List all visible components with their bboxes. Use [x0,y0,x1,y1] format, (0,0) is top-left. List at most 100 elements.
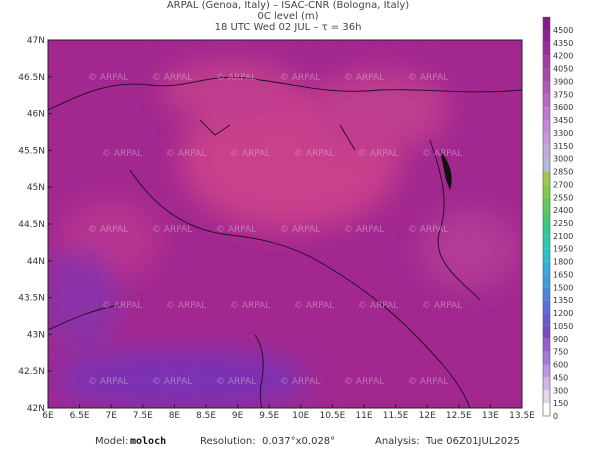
watermark: © ARPAL [102,149,142,159]
colorbar-label: 1950 [553,245,573,254]
lat-label: 44.5N [18,220,45,230]
colorbar-label: 2700 [553,180,573,189]
colorbar-swatch [543,210,550,223]
colorbar-swatch [543,313,550,326]
colorbar-swatch [543,158,550,172]
colorbar-swatch [543,390,550,404]
watermark: © ARPAL [280,377,320,387]
watermark: © ARPAL [422,301,462,311]
watermark: © ARPAL [358,149,398,159]
lat-label: 44N [27,257,45,267]
colorbar-swatch [543,325,550,339]
colorbar-swatch [543,287,550,301]
lat-label: 42.5N [18,367,45,377]
colorbar-label: 2100 [553,232,573,241]
colorbar-label: 1200 [553,309,573,318]
colorbar-swatch [543,377,550,391]
lon-label: 9.5E [259,411,279,421]
colorbar-label: 750 [553,348,568,357]
colorbar-swatch [543,145,550,159]
watermark: © ARPAL [88,73,128,83]
map-field [48,40,522,408]
footer-value: 0.037°x0.028° [262,436,335,447]
watermark: © ARPAL [152,225,192,235]
lat-label: 46.5N [18,73,45,83]
header-line: 0C level (m) [257,11,318,22]
colorbar-label: 300 [553,386,568,395]
colorbar-label: 3600 [553,103,573,112]
colorbar-label: 1050 [553,322,573,331]
colorbar-swatch [543,364,550,378]
watermark: © ARPAL [294,301,334,311]
lon-label: 13E [482,411,499,421]
lat-label: 46N [27,110,45,120]
watermark: © ARPAL [152,73,192,83]
colorbar-label: 2850 [553,168,573,177]
colorbar-label: 600 [553,361,568,370]
colorbar-label: 3000 [553,155,573,164]
colorbar-label: 4200 [553,52,573,61]
watermark: © ARPAL [152,377,192,387]
colorbar-swatch [543,274,550,288]
lon-label: 6.5E [70,411,90,421]
colorbar-label: 1500 [553,283,573,292]
colorbar-swatch [543,94,550,108]
colorbar-swatch [543,223,550,236]
colorbar-swatch [543,171,550,185]
watermark: © ARPAL [344,225,384,235]
colorbar-swatch [543,338,550,352]
lat-label: 45N [27,183,45,193]
watermark: © ARPAL [358,301,398,311]
watermark: © ARPAL [408,377,448,387]
watermark: © ARPAL [280,225,320,235]
watermark: © ARPAL [88,377,128,387]
watermark: © ARPAL [216,73,256,83]
watermark: © ARPAL [408,73,448,83]
header-line: 18 UTC Wed 02 JUL – τ = 36h [215,22,362,33]
colorbar-swatch [543,197,550,211]
colorbar-swatch [543,235,550,249]
lat-label: 47N [27,36,45,46]
header-line: ARPAL (Genoa, Italy) – ISAC-CNR (Bologna… [167,0,409,11]
lon-label: 8E [169,411,181,421]
colorbar-swatch [543,132,550,146]
watermark: © ARPAL [216,225,256,235]
colorbar-swatch [543,120,550,133]
colorbar-label: 0 [553,412,558,421]
lon-label: 11.5E [383,411,409,421]
colorbar-label: 3450 [553,116,573,125]
lon-label: 6E [42,411,54,421]
colorbar-label: 4350 [553,39,573,48]
colorbar-swatch [543,107,550,121]
lon-label: 12E [419,411,436,421]
colorbar-frame [542,16,551,417]
lat-label: 43.5N [18,294,45,304]
colorbar-label: 4050 [553,65,573,74]
watermark: © ARPAL [422,149,462,159]
lon-label: 7E [105,411,117,421]
colorbar-swatch [543,300,550,314]
lon-label: 7.5E [133,411,153,421]
colorbar-label: 3150 [553,142,573,151]
colorbar-label: 2250 [553,219,573,228]
colorbar-label: 2550 [553,193,573,202]
lat-label: 45.5N [18,146,45,156]
lon-label: 10E [292,411,309,421]
colorbar-swatch [543,68,550,82]
footer-label: Model: [95,436,128,447]
watermark: © ARPAL [344,377,384,387]
colorbar-label: 1650 [553,270,573,279]
colorbar-label: 2400 [553,206,573,215]
footer-label: Resolution: [200,436,256,447]
footer-value: moloch [130,436,166,447]
colorbar-swatch [543,81,550,95]
colorbar-label: 3300 [553,129,573,138]
watermark: © ARPAL [280,73,320,83]
colorbar-label: 1800 [553,258,573,267]
watermark: © ARPAL [408,225,448,235]
colorbar-label: 3750 [553,90,573,99]
colorbar-swatch [543,42,550,56]
watermark: © ARPAL [230,301,270,311]
colorbar-swatch [543,403,550,416]
colorbar-swatch [543,351,550,365]
